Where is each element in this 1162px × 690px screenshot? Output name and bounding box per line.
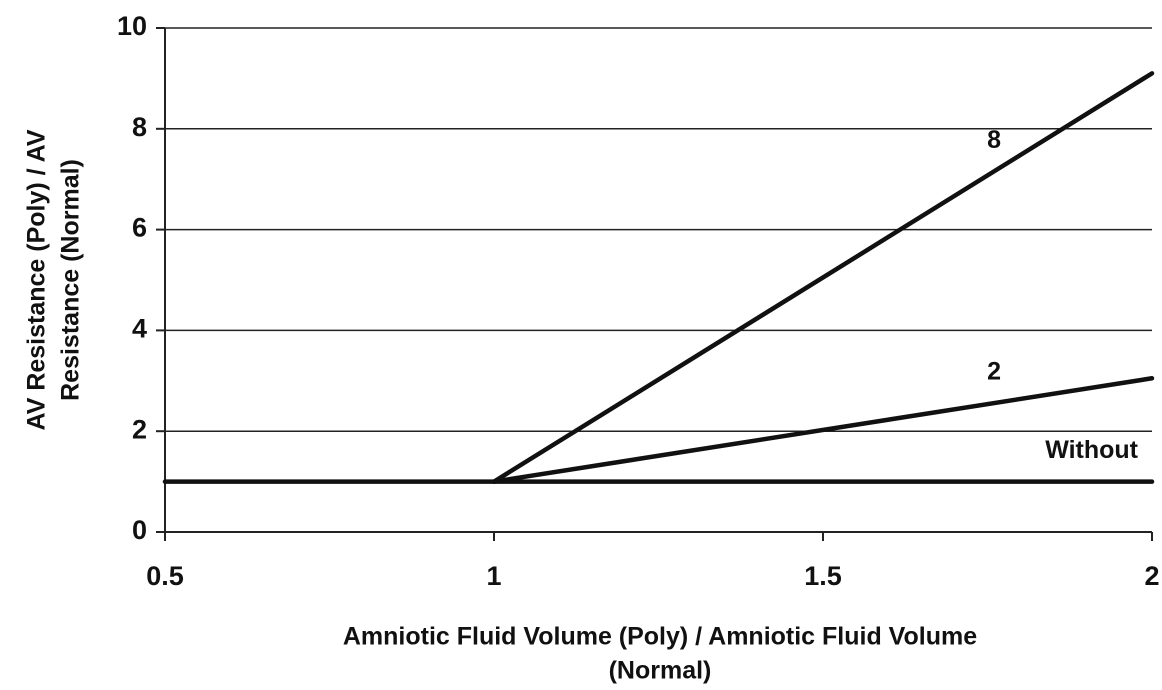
y-tick-label: 8 (132, 112, 147, 142)
y-axis-label: Resistance (Normal) (57, 159, 85, 401)
x-tick-label: 0.5 (146, 561, 184, 591)
x-tick-label: 2 (1144, 561, 1159, 591)
series-line (491, 71, 1155, 484)
y-axis-label: AV Resistance (Poly) / AV (23, 129, 51, 430)
x-axis-label: Amniotic Fluid Volume (Poly) / Amniotic … (343, 623, 977, 651)
series-label: Without (1045, 436, 1138, 464)
y-tick-label: 4 (132, 314, 147, 344)
x-tick-label: 1 (486, 561, 501, 591)
series-label: 2 (987, 358, 1001, 386)
y-tick-label: 10 (117, 11, 147, 41)
y-tick-label: 0 (132, 515, 147, 545)
y-tick-label: 2 (132, 414, 147, 444)
x-axis-label: (Normal) (609, 657, 712, 685)
x-tick-label: 1.5 (804, 561, 842, 591)
series-label: 8 (987, 126, 1001, 154)
series-line (491, 376, 1155, 484)
y-tick-label: 6 (132, 213, 147, 243)
